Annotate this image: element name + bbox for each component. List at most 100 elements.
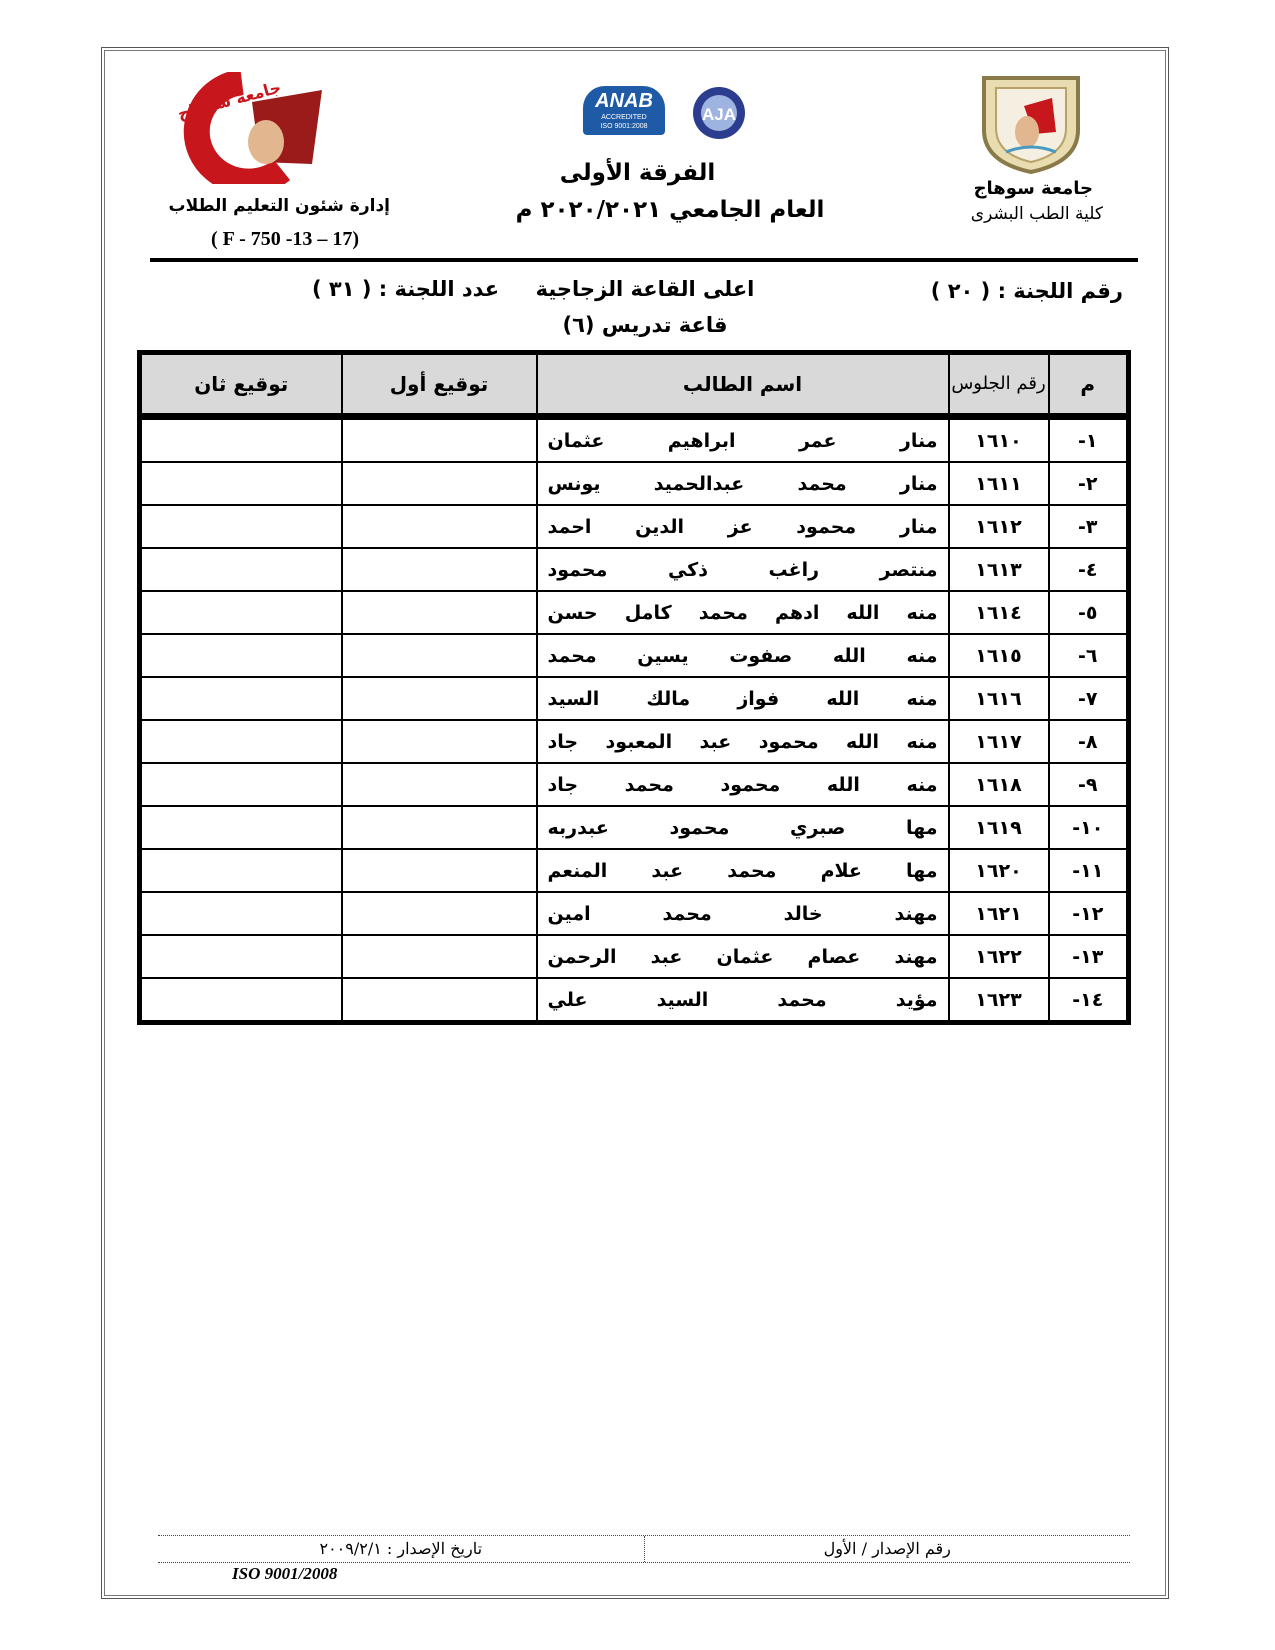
- column-header-seat-number: رقم الجلوس: [947, 351, 1050, 420]
- first-signature-cell: [340, 762, 538, 807]
- table-row: ١٤- ١٦٢٣ مؤيد محمد السيد علي: [138, 977, 1130, 1024]
- student-name: منه الله محمود محمد جاد: [535, 762, 950, 807]
- svg-text:AJA: AJA: [702, 105, 736, 124]
- seat-number: ١٦١١: [947, 461, 1050, 506]
- faculty-of-medicine-logo: جامعة سوهاج: [176, 72, 322, 184]
- student-name: مها علام محمد عبد المنعم: [535, 848, 950, 893]
- student-name: منار محمد عبدالحميد يونس: [535, 461, 950, 506]
- table-row: ٩- ١٦١٨ منه الله محمود محمد جاد: [138, 762, 1130, 807]
- second-signature-cell: [138, 891, 343, 936]
- row-index: ١٢-: [1047, 891, 1130, 936]
- committee-number: رقم اللجنة : ( ٢٠ ): [930, 279, 1123, 303]
- student-name: منار عمر ابراهيم عثمان: [535, 415, 950, 463]
- table-row: ٧- ١٦١٦ منه الله فواز مالك السيد: [138, 676, 1130, 721]
- second-signature-cell: [138, 504, 343, 549]
- page-frame: [101, 47, 1169, 1599]
- row-index: ٩-: [1047, 762, 1130, 807]
- first-signature-cell: [340, 461, 538, 506]
- row-index: ١-: [1047, 415, 1130, 463]
- row-index: ١١-: [1047, 848, 1130, 893]
- student-name: منار محمود عز الدين احمد: [535, 504, 950, 549]
- year-level-title: الفرقة الأولى: [559, 160, 716, 186]
- faculty-name: كلية الطب البشرى: [970, 204, 1103, 224]
- row-index: ٥-: [1047, 590, 1130, 635]
- seat-number: ١٦١٨: [947, 762, 1050, 807]
- table-row: ٨- ١٦١٧ منه الله محمود عبد المعبود جاد: [138, 719, 1130, 764]
- first-signature-cell: [340, 805, 538, 850]
- student-name: منه الله صفوت يسين محمد: [535, 633, 950, 678]
- column-header-index: م: [1047, 351, 1130, 420]
- first-signature-cell: [340, 676, 538, 721]
- seat-number: ١٦٢١: [947, 891, 1050, 936]
- first-signature-cell: [340, 504, 538, 549]
- table-row: ١١- ١٦٢٠ مها علام محمد عبد المنعم: [138, 848, 1130, 893]
- issue-number: رقم الإصدار / الأول: [823, 1539, 951, 1558]
- university-seal-logo: [982, 76, 1080, 174]
- row-index: ٦-: [1047, 633, 1130, 678]
- iso-label: ISO 9001/2008: [232, 1564, 338, 1583]
- table-row: ١٢- ١٦٢١ مهند خالد محمد امين: [138, 891, 1130, 936]
- department-name: إدارة شئون التعليم الطلاب: [168, 196, 391, 216]
- second-signature-cell: [138, 762, 343, 807]
- column-header-student-name: اسم الطالب: [535, 351, 950, 420]
- row-index: ٢-: [1047, 461, 1130, 506]
- second-signature-cell: [138, 461, 343, 506]
- table-row: ١٠- ١٦١٩ مها صبري محمود عبدربه: [138, 805, 1130, 850]
- column-header-second-signature: توقيع ثان: [138, 351, 343, 420]
- row-index: ١٠-: [1047, 805, 1130, 850]
- first-signature-cell: [340, 590, 538, 635]
- student-name: منه الله محمود عبد المعبود جاد: [535, 719, 950, 764]
- student-name: منه الله فواز مالك السيد: [535, 676, 950, 721]
- second-signature-cell: [138, 590, 343, 635]
- students-table: م رقم الجلوس اسم الطالب توقيع أول توقيع …: [137, 350, 1131, 1025]
- first-signature-cell: [340, 977, 538, 1024]
- seat-number: ١٦١٩: [947, 805, 1050, 850]
- first-signature-cell: [340, 719, 538, 764]
- issue-date: تاريخ الإصدار : ٢٠٠٩/٢/١: [158, 1536, 645, 1562]
- table-row: ٣- ١٦١٢ منار محمود عز الدين احمد: [138, 504, 1130, 549]
- student-name: مهند خالد محمد امين: [535, 891, 950, 936]
- student-name: مهند عصام عثمان عبد الرحمن: [535, 934, 950, 979]
- seat-number: ١٦٢٠: [947, 848, 1050, 893]
- aja-registrar-logo: AJA: [693, 87, 745, 139]
- table-row: ٤- ١٦١٣ منتصر راغب ذكي محمود: [138, 547, 1130, 592]
- row-index: ٧-: [1047, 676, 1130, 721]
- footer-info-bar: رقم الإصدار / الأول تاريخ الإصدار : ٢٠٠٩…: [158, 1535, 1130, 1563]
- seat-number: ١٦١٦: [947, 676, 1050, 721]
- header-divider: [150, 258, 1138, 262]
- second-signature-cell: [138, 719, 343, 764]
- row-index: ١٣-: [1047, 934, 1130, 979]
- table-row: ٥- ١٦١٤ منه الله ادهم محمد كامل حسن: [138, 590, 1130, 635]
- table-header-row: م رقم الجلوس اسم الطالب توقيع أول توقيع …: [138, 351, 1130, 420]
- row-index: ١٤-: [1047, 977, 1130, 1024]
- seat-number: ١٦١٧: [947, 719, 1050, 764]
- student-name: مؤيد محمد السيد علي: [535, 977, 950, 1024]
- seat-number: ١٦٢٢: [947, 934, 1050, 979]
- form-code: ( F - 750 -13 – 17): [210, 228, 360, 250]
- first-signature-cell: [340, 848, 538, 893]
- table-row: ١٣- ١٦٢٢ مهند عصام عثمان عبد الرحمن: [138, 934, 1130, 979]
- first-signature-cell: [340, 934, 538, 979]
- committee-count: عدد اللجنة : ( ٣١ ): [312, 277, 500, 301]
- seat-number: ١٦١٢: [947, 504, 1050, 549]
- university-name: جامعة سوهاج: [973, 178, 1093, 199]
- academic-year: العام الجامعي ٢٠٢٠/٢٠٢١ م: [515, 197, 825, 223]
- second-signature-cell: [138, 415, 343, 463]
- committee-location: اعلى القاعة الزجاجية: [535, 277, 755, 301]
- hall-name: قاعة تدريس (٦): [562, 313, 728, 337]
- table-row: ٦- ١٦١٥ منه الله صفوت يسين محمد: [138, 633, 1130, 678]
- seat-number: ١٦١٥: [947, 633, 1050, 678]
- first-signature-cell: [340, 891, 538, 936]
- second-signature-cell: [138, 805, 343, 850]
- student-name: منه الله ادهم محمد كامل حسن: [535, 590, 950, 635]
- seat-number: ١٦١٠: [947, 415, 1050, 463]
- seat-number: ١٦١٣: [947, 547, 1050, 592]
- row-index: ٤-: [1047, 547, 1130, 592]
- first-signature-cell: [340, 547, 538, 592]
- student-name: مها صبري محمود عبدربه: [535, 805, 950, 850]
- first-signature-cell: [340, 415, 538, 463]
- row-index: ٨-: [1047, 719, 1130, 764]
- student-name: منتصر راغب ذكي محمود: [535, 547, 950, 592]
- second-signature-cell: [138, 934, 343, 979]
